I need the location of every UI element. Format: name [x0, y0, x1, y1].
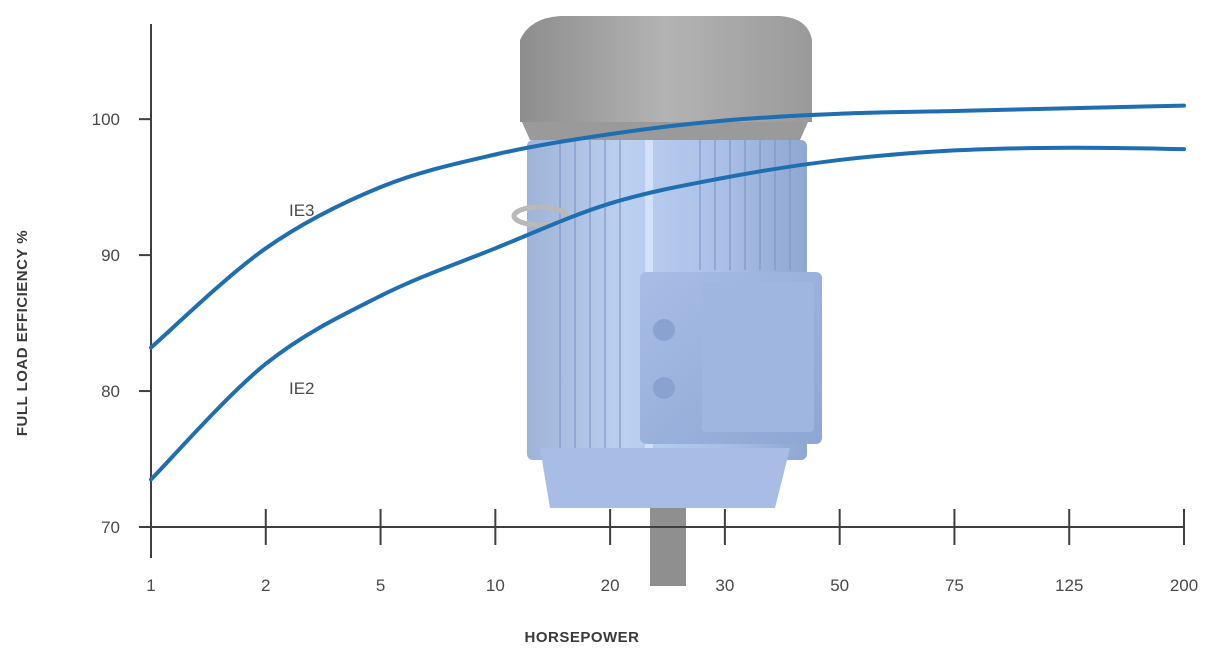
- x-tick-label: 20: [601, 576, 620, 595]
- x-tick-label: 200: [1170, 576, 1198, 595]
- x-tick-label: 2: [261, 576, 270, 595]
- y-tick-label: 70: [101, 518, 120, 537]
- x-tick-label: 10: [486, 576, 505, 595]
- x-tick-label: 1: [146, 576, 155, 595]
- x-tick-label: 75: [945, 576, 964, 595]
- series-label-ie3: IE3: [289, 201, 315, 220]
- y-axis-title: FULL LOAD EFFICIENCY %: [14, 230, 31, 436]
- y-tick-label: 100: [92, 110, 120, 129]
- series-line-ie3: [149, 103, 1186, 350]
- x-tick-label: 125: [1055, 576, 1083, 595]
- y-tick-label: 80: [101, 382, 120, 401]
- series-label-ie2: IE2: [289, 379, 315, 398]
- x-axis-title: HORSEPOWER: [524, 629, 639, 646]
- x-tick-label: 5: [376, 576, 385, 595]
- x-tick-label: 30: [715, 576, 734, 595]
- y-tick-label: 90: [101, 246, 120, 265]
- series-line-ie2: [149, 145, 1186, 482]
- electric-motor-icon: [511, 16, 822, 586]
- x-tick-label: 50: [830, 576, 849, 595]
